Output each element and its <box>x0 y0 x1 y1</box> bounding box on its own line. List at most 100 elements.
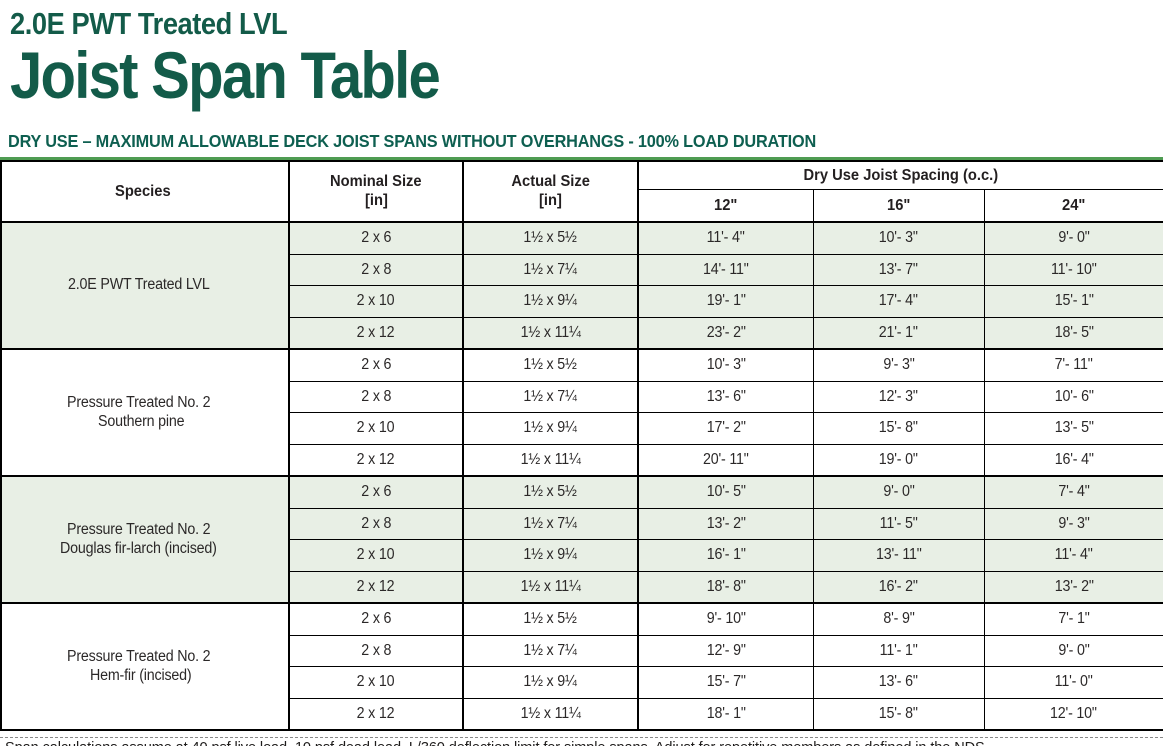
span-16-cell: 15'- 8" <box>813 412 985 444</box>
actual-size-cell: 1½ x 9¼ <box>463 666 639 698</box>
table-row: 2 x 12 1½ x 11¼ 18'- 1" 15'- 8" 12'- 10" <box>1 697 1163 730</box>
spacing-16-label: 16" <box>886 196 911 214</box>
span-16-cell: 19'- 0" <box>813 443 985 476</box>
span-12-cell: 10'- 5" <box>638 475 814 508</box>
nominal-size-cell: 2 x 8 <box>289 507 464 540</box>
nominal-size-cell: 2 x 6 <box>289 475 464 508</box>
span-24-cell: 7'- 4" <box>984 475 1163 508</box>
actual-header-line2: [in] <box>539 191 562 209</box>
table-row: 2 x 10 1½ x 9¼ 15'- 7" 13'- 6" 11'- 0" <box>1 666 1163 698</box>
span-12-cell: 11'- 4" <box>638 221 814 254</box>
actual-size-cell: 1½ x 9¼ <box>463 412 639 444</box>
actual-size-cell: 1½ x 11¼ <box>463 443 639 476</box>
span-12-cell: 19'- 1" <box>638 285 814 317</box>
page-title: Joist Span Table <box>10 38 441 112</box>
table-row: 2 x 8 1½ x 7¼ 12'- 9" 11'- 1" 9'- 0" <box>1 634 1163 667</box>
joist-spacing-header-label: Dry Use Joist Spacing (o.c.) <box>803 166 999 184</box>
table-row: 2 x 10 1½ x 9¼ 17'- 2" 15'- 8" 13'- 5" <box>1 412 1163 444</box>
bottom-dashed-line <box>0 737 1163 738</box>
actual-size-cell: 1½ x 11¼ <box>463 570 639 603</box>
table-row: Pressure Treated No. 2 Hem-fir (incised) 2… <box>1 602 1163 730</box>
span-24-cell: 9'- 0" <box>984 221 1163 254</box>
header-row-1: Species Nominal Size [in] Actual Size [i… <box>1 161 1163 223</box>
eyebrow-title: 2.0E PWT Treated LVL <box>10 6 288 41</box>
spacing-24-column-header: 24" <box>984 189 1163 223</box>
span-24-cell: 11'- 4" <box>984 539 1163 571</box>
span-12-cell: 13'- 2" <box>638 507 814 540</box>
species-column-header: Species <box>1 161 290 223</box>
span-24-cell: 10'- 6" <box>984 380 1163 413</box>
nominal-size-cell: 2 x 8 <box>289 634 464 667</box>
span-12-cell: 10'- 3" <box>638 348 814 381</box>
spacing-12-label: 12" <box>714 196 738 214</box>
nominal-size-column-header: Nominal Size [in] <box>289 161 464 223</box>
span-24-cell: 15'- 1" <box>984 285 1163 317</box>
table-row: Pressure Treated No. 2 Douglas fir-larch … <box>1 475 1163 603</box>
joist-spacing-group-header: Dry Use Joist Spacing (o.c.) <box>638 161 1163 190</box>
actual-size-cell: 1½ x 5½ <box>463 221 639 254</box>
span-16-cell: 12'- 3" <box>813 380 985 413</box>
span-24-cell: 11'- 0" <box>984 666 1163 698</box>
green-divider-rule <box>0 157 1163 160</box>
species-label-line: Pressure Treated No. 2 <box>67 648 211 666</box>
span-16-cell: 11'- 1" <box>813 634 985 667</box>
actual-size-cell: 1½ x 7¼ <box>463 380 639 413</box>
span-16-cell: 17'- 4" <box>813 285 985 317</box>
actual-size-cell: 1½ x 9¼ <box>463 285 639 317</box>
span-16-cell: 13'- 7" <box>813 253 985 286</box>
span-12-cell: 14'- 11" <box>638 253 814 286</box>
nominal-size-cell: 2 x 6 <box>289 348 464 381</box>
table-row: 2 x 12 1½ x 11¼ 23'- 2" 21'- 1" 18'- 5" <box>1 316 1163 349</box>
span-12-cell: 17'- 2" <box>638 412 814 444</box>
actual-size-cell: 1½ x 5½ <box>463 602 639 635</box>
span-12-cell: 9'- 10" <box>638 602 814 635</box>
span-24-cell: 7'- 1" <box>984 602 1163 635</box>
spacing-12-column-header: 12" <box>638 189 814 223</box>
span-24-cell: 11'- 10" <box>984 253 1163 286</box>
nominal-size-cell: 2 x 6 <box>289 602 464 635</box>
span-12-cell: 12'- 9" <box>638 634 814 667</box>
spacing-24-label: 24" <box>1062 196 1086 214</box>
nominal-header-line1: Nominal Size <box>330 173 422 191</box>
actual-size-cell: 1½ x 11¼ <box>463 316 639 349</box>
span-16-cell: 9'- 0" <box>813 475 985 508</box>
actual-size-column-header: Actual Size [in] <box>463 161 639 223</box>
species-label-line: Southern pine <box>98 412 185 430</box>
table-row: 2 x 8 1½ x 7¼ 13'- 2" 11'- 5" 9'- 3" <box>1 507 1163 540</box>
actual-size-cell: 1½ x 7¼ <box>463 634 639 667</box>
span-16-cell: 10'- 3" <box>813 221 985 254</box>
species-label-line: Hem-fir (incised) <box>89 666 192 684</box>
span-24-cell: 12'- 10" <box>984 697 1163 730</box>
span-16-cell: 13'- 11" <box>813 539 985 571</box>
nominal-size-cell: 2 x 10 <box>289 412 464 444</box>
actual-size-cell: 1½ x 7¼ <box>463 253 639 286</box>
span-24-cell: 18'- 5" <box>984 316 1163 349</box>
actual-size-cell: 1½ x 5½ <box>463 348 639 381</box>
nominal-size-cell: 2 x 12 <box>289 316 464 349</box>
span-16-cell: 21'- 1" <box>813 316 985 349</box>
nominal-size-cell: 2 x 12 <box>289 443 464 476</box>
span-16-cell: 8'- 9" <box>813 602 985 635</box>
table-row: 2 x 12 1½ x 11¼ 18'- 8" 16'- 2" 13'- 2" <box>1 570 1163 603</box>
table-header: Species Nominal Size [in] Actual Size [i… <box>1 161 1163 223</box>
actual-size-cell: 1½ x 9¼ <box>463 539 639 571</box>
span-24-cell: 7'- 11" <box>984 348 1163 381</box>
species-cell: Pressure Treated No. 2 Southern pine <box>1 348 290 476</box>
species-cell: 2.0E PWT Treated LVL <box>1 221 290 349</box>
span-16-cell: 13'- 6" <box>813 666 985 698</box>
nominal-size-cell: 2 x 8 <box>289 380 464 413</box>
span-24-cell: 13'- 2" <box>984 570 1163 603</box>
span-12-cell: 18'- 1" <box>638 697 814 730</box>
joist-table-body: 2.0E PWT Treated LVL 2 x 6 1½ x 5½ 11'- 4" 1… <box>1 221 1163 730</box>
nominal-size-cell: 2 x 8 <box>289 253 464 286</box>
nominal-size-cell: 2 x 10 <box>289 285 464 317</box>
span-24-cell: 9'- 0" <box>984 634 1163 667</box>
species-header-label: Species <box>114 182 171 200</box>
table-row: Pressure Treated No. 2 Southern pine 2 x 6… <box>1 348 1163 476</box>
span-12-cell: 23'- 2" <box>638 316 814 349</box>
species-label-line: Douglas fir-larch (incised) <box>59 539 217 557</box>
nominal-header-line2: [in] <box>364 191 388 209</box>
actual-size-cell: 1½ x 11¼ <box>463 697 639 730</box>
species-label-line: Pressure Treated No. 2 <box>67 394 211 412</box>
